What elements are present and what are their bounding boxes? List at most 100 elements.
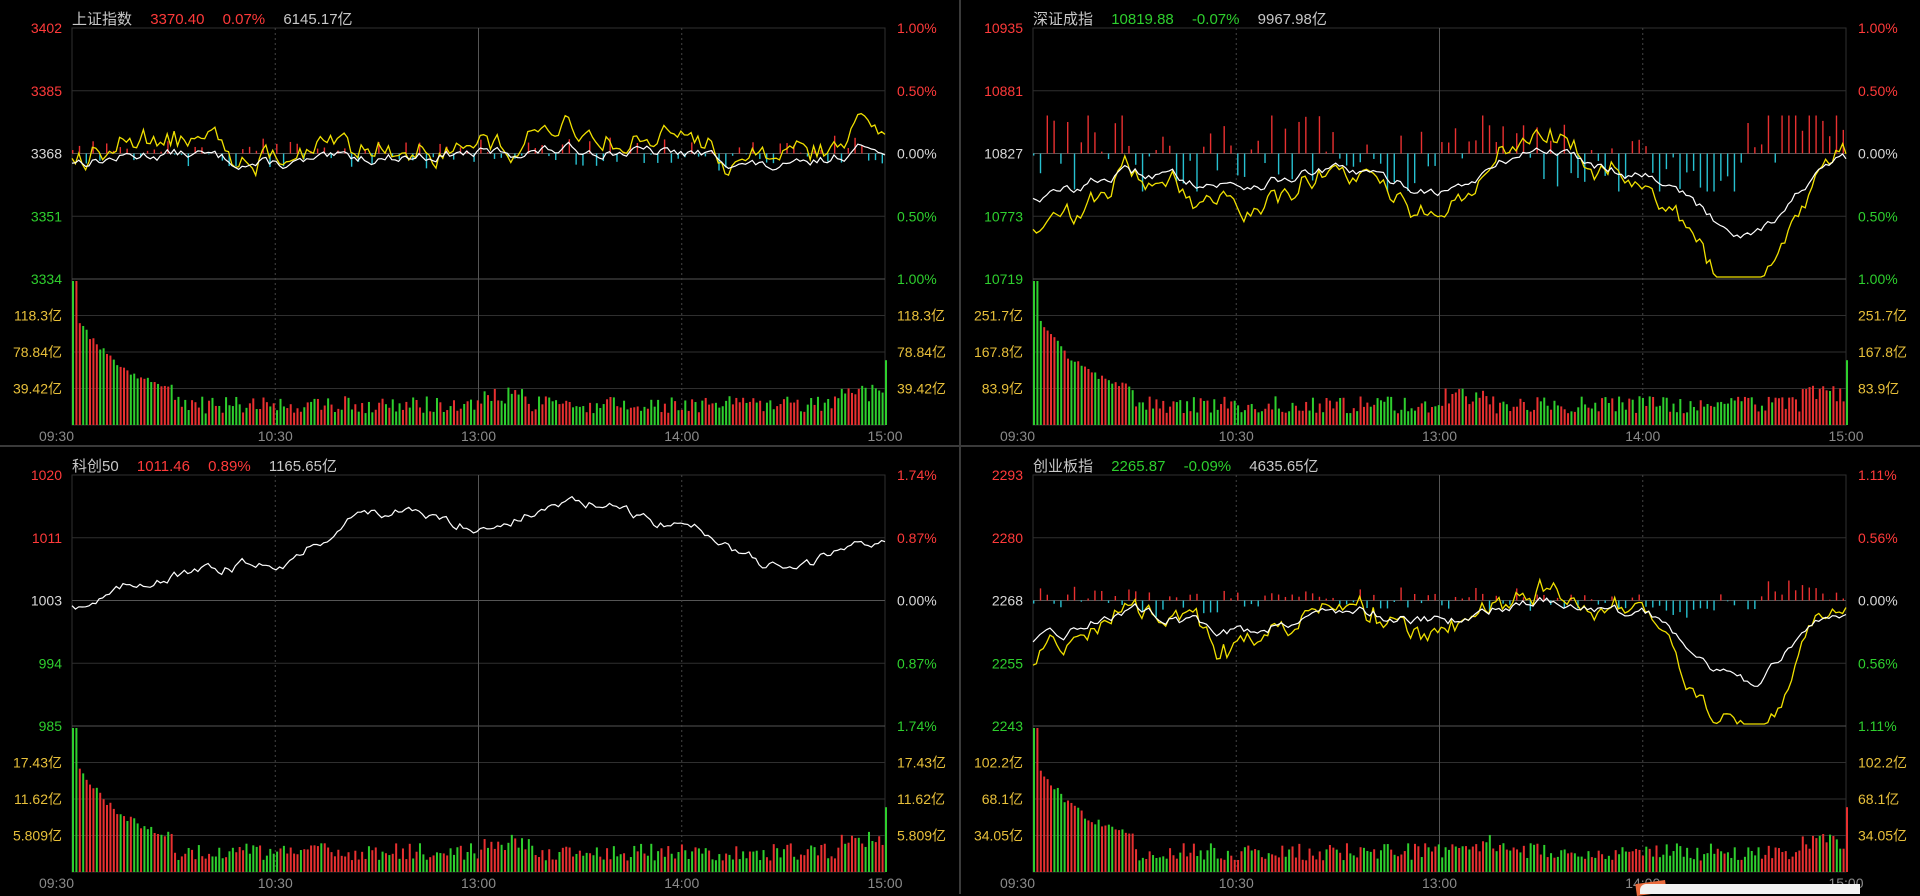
volume-bar xyxy=(1499,403,1501,425)
volume-bar xyxy=(198,845,200,872)
breadth-bar xyxy=(297,144,298,154)
volume-bar xyxy=(256,409,258,425)
intraday-chart[interactable]: 340233853368335133341.00%0.50%0.00%0.50%… xyxy=(0,0,959,445)
volume-bar xyxy=(654,407,656,425)
volume-bar xyxy=(1329,401,1331,425)
volume-bar xyxy=(157,834,159,872)
volume-bar xyxy=(752,398,754,425)
volume-bar xyxy=(439,402,441,425)
volume-bar xyxy=(1832,386,1834,425)
volume-bar xyxy=(1771,858,1773,872)
volume-bar xyxy=(1074,362,1076,425)
volume-bar xyxy=(130,817,132,872)
volume-bar xyxy=(262,860,264,872)
volume-bar xyxy=(290,848,292,872)
volume-bar xyxy=(86,780,88,872)
volume-bar xyxy=(310,845,312,872)
volume-bar xyxy=(297,854,299,872)
volume-bar xyxy=(368,402,370,425)
volume-bar xyxy=(79,769,81,872)
volume-bar xyxy=(1832,836,1834,872)
volume-bar xyxy=(626,409,628,425)
volume-bar xyxy=(497,400,499,425)
volume-bar xyxy=(456,411,458,425)
volume-bar xyxy=(314,845,316,872)
breadth-bar xyxy=(1258,601,1259,607)
volume-bar xyxy=(1550,410,1552,425)
volume-bar xyxy=(1285,413,1287,425)
breadth-bar xyxy=(1414,154,1415,184)
volume-bar xyxy=(283,846,285,872)
volume-tick-label: 78.84亿 xyxy=(13,344,62,360)
volume-bar xyxy=(688,411,690,425)
volume-bar xyxy=(290,404,292,425)
volume-bar xyxy=(1349,413,1351,425)
volume-bar xyxy=(1536,844,1538,872)
volume-bar xyxy=(660,848,662,872)
volume-bar xyxy=(429,411,431,425)
volume-bar xyxy=(1247,846,1249,872)
volume-bar xyxy=(1275,856,1277,872)
volume-bar xyxy=(1254,409,1256,425)
volume-bar xyxy=(82,326,84,425)
volume-bar xyxy=(1081,811,1083,872)
volume-bar xyxy=(759,860,761,872)
time-tick-label: 15:00 xyxy=(1828,428,1863,444)
breadth-bar xyxy=(1278,154,1279,175)
breadth-bar xyxy=(1720,594,1721,600)
price-tick-label: 1011 xyxy=(32,530,62,546)
breadth-bar xyxy=(1366,145,1367,154)
volume-bar xyxy=(715,403,717,425)
breadth-bar xyxy=(1285,597,1286,601)
volume-bar xyxy=(1516,407,1518,425)
intraday-chart[interactable]: 229322802268225522431.11%0.56%0.00%0.56%… xyxy=(961,447,1920,894)
volume-bar xyxy=(528,839,530,872)
volume-bar xyxy=(1778,398,1780,425)
intraday-chart[interactable]: 1020101110039949851.74%0.87%0.00%0.87%1.… xyxy=(0,447,959,894)
volume-bar xyxy=(1815,399,1817,425)
time-tick-label: 10:30 xyxy=(258,428,293,444)
volume-bar xyxy=(1292,403,1294,425)
volume-bar xyxy=(113,360,115,425)
volume-bar xyxy=(1149,851,1151,872)
volume-bar xyxy=(1346,843,1348,872)
volume-bar xyxy=(1618,397,1620,425)
volume-bar xyxy=(378,403,380,425)
volume-bar xyxy=(351,860,353,872)
volume-bar xyxy=(174,400,176,425)
volume-bar xyxy=(1560,850,1562,872)
volume-bar xyxy=(1795,399,1797,425)
volume-bar xyxy=(1169,848,1171,872)
volume-bar xyxy=(1346,413,1348,425)
intraday-chart[interactable]: 10935108811082710773107191.00%0.50%0.00%… xyxy=(961,0,1920,445)
volume-bar xyxy=(177,860,179,872)
volume-bar xyxy=(1057,788,1059,872)
volume-bar xyxy=(575,854,577,872)
volume-bar xyxy=(388,408,390,425)
breadth-bar xyxy=(1108,154,1109,160)
volume-bar xyxy=(273,854,275,872)
price-tick-label: 1020 xyxy=(31,467,62,483)
volume-bar xyxy=(820,845,822,872)
volume-bar xyxy=(269,406,271,425)
volume-bar xyxy=(480,850,482,872)
time-tick-label: 13:00 xyxy=(1422,875,1457,891)
volume-bar xyxy=(228,405,230,425)
volume-bar xyxy=(1662,855,1664,872)
volume-bar xyxy=(143,379,145,425)
volume-bar xyxy=(1152,855,1154,872)
volume-bar xyxy=(1724,404,1726,425)
volume-bar xyxy=(1683,413,1685,425)
volume-bar xyxy=(630,408,632,425)
volume-bar xyxy=(684,400,686,425)
volume-bar xyxy=(1604,397,1606,425)
volume-bar xyxy=(276,410,278,425)
volume-bar xyxy=(1366,851,1368,872)
percent-tick-label: 1.11% xyxy=(1858,718,1897,734)
breadth-histogram xyxy=(1033,581,1844,618)
volume-bar xyxy=(1584,859,1586,872)
